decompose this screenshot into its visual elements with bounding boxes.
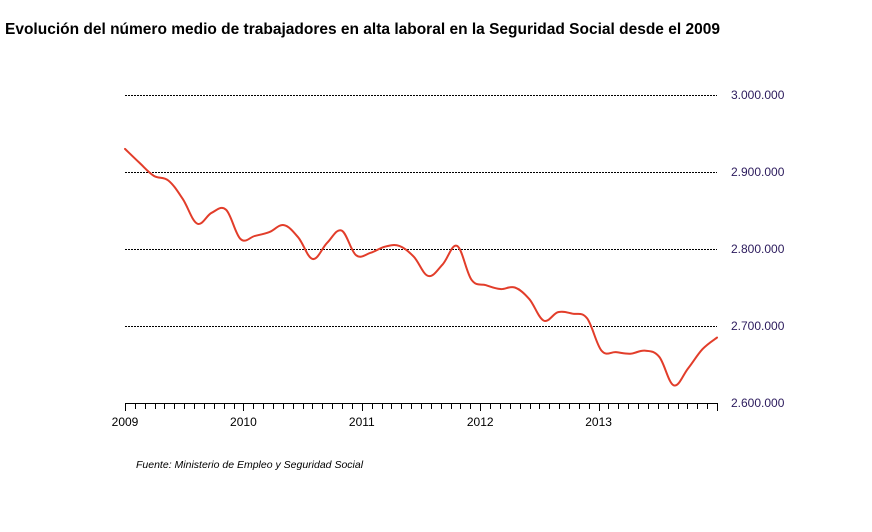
y-tick-label: 2.800.000: [731, 242, 785, 256]
y-tick-label: 2.700.000: [731, 319, 785, 333]
x-tick-label: 2009: [112, 415, 139, 429]
y-tick-label: 3.000.000: [731, 88, 785, 102]
gridlines: [125, 95, 717, 327]
chart-title: Evolución del número medio de trabajador…: [5, 21, 720, 38]
y-tick-label: 2.600.000: [731, 396, 785, 410]
x-tick-label: 2010: [230, 415, 257, 429]
y-axis-tick-labels: 3.000.000 2.900.000 2.800.000 2.700.000 2.60…: [731, 88, 785, 410]
y-tick-label: 2.900.000: [731, 165, 785, 179]
x-axis-tick-labels: 2009 2010 2011 2012 2013: [112, 415, 613, 429]
series: [124, 147, 718, 387]
series-line: [124, 147, 718, 387]
x-tick-label: 2011: [349, 415, 375, 429]
x-tick-label: 2013: [585, 415, 612, 429]
x-axis: [125, 403, 718, 411]
x-tick-label: 2012: [467, 415, 494, 429]
source-note: Fuente: Ministerio de Empleo y Seguridad…: [136, 459, 364, 471]
